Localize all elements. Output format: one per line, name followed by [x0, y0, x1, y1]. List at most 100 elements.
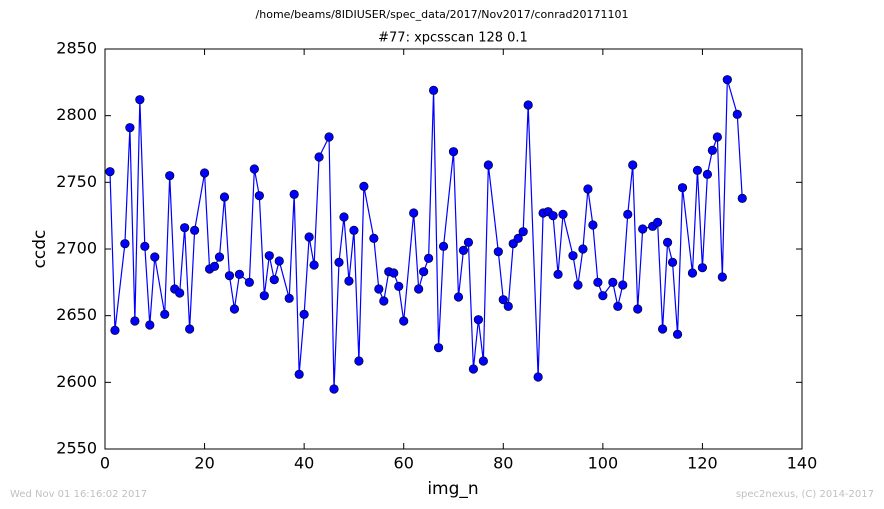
data-point	[309, 260, 319, 270]
data-point	[548, 211, 558, 221]
data-point	[493, 247, 503, 257]
data-point	[165, 171, 175, 181]
data-point	[199, 168, 210, 178]
y-tick-label: 2800	[56, 105, 97, 124]
data-point	[140, 241, 150, 251]
data-point	[498, 295, 508, 305]
data-point	[284, 293, 294, 303]
data-point	[573, 280, 583, 290]
data-point	[667, 257, 678, 267]
data-point	[130, 316, 140, 326]
data-point	[125, 123, 135, 133]
data-point	[653, 217, 663, 227]
data-point	[608, 277, 618, 287]
data-point	[264, 251, 274, 261]
data-point	[628, 160, 638, 170]
x-tick-label: 100	[588, 454, 619, 473]
data-point	[692, 165, 703, 175]
data-point	[135, 95, 145, 105]
data-point	[613, 301, 623, 311]
data-point	[717, 272, 727, 282]
data-point	[568, 251, 578, 261]
data-point	[145, 320, 155, 330]
data-point	[687, 268, 698, 278]
data-point	[150, 252, 160, 262]
data-point	[234, 269, 245, 279]
x-tick-label: 80	[493, 454, 513, 473]
data-point	[518, 227, 528, 237]
data-point	[304, 232, 314, 242]
data-point	[662, 237, 673, 247]
data-point	[463, 237, 474, 247]
data-point	[633, 304, 643, 314]
data-point	[409, 208, 419, 218]
data-point	[314, 152, 324, 162]
data-point	[214, 252, 225, 262]
data-point	[120, 239, 130, 249]
data-point	[254, 191, 264, 201]
x-tick-label: 120	[687, 454, 718, 473]
data-point	[190, 225, 200, 235]
data-point	[438, 241, 449, 251]
data-point	[672, 329, 683, 339]
data-line	[109, 79, 743, 390]
data-point	[244, 277, 254, 287]
data-point	[110, 325, 120, 335]
data-point	[702, 169, 713, 179]
y-tick-label: 2650	[56, 305, 97, 324]
data-point	[598, 291, 608, 301]
data-point	[160, 309, 170, 319]
footer-right: spec2nexus, (C) 2014-2017	[736, 489, 874, 500]
y-tick-label: 2700	[56, 239, 97, 258]
data-point	[185, 324, 195, 334]
data-point	[618, 280, 628, 290]
data-point	[249, 164, 259, 174]
data-point	[657, 324, 668, 334]
data-point	[478, 356, 488, 366]
data-point	[359, 181, 369, 191]
data-point	[419, 267, 429, 277]
data-point	[732, 109, 742, 119]
data-point	[712, 132, 722, 142]
data-point	[334, 257, 344, 267]
data-point	[289, 189, 299, 199]
data-point	[533, 372, 543, 382]
data-point	[737, 193, 747, 203]
data-point	[623, 209, 633, 219]
y-tick-label: 2850	[56, 39, 97, 58]
data-point	[180, 223, 190, 233]
data-point	[269, 275, 279, 285]
data-point	[219, 192, 230, 202]
data-point	[513, 233, 523, 243]
y-tick-label: 2550	[56, 439, 97, 458]
data-point	[399, 316, 409, 326]
data-point	[707, 145, 717, 155]
data-point	[503, 301, 513, 311]
data-point	[468, 364, 479, 374]
x-tick-label: 20	[194, 454, 214, 473]
data-point	[553, 269, 563, 279]
data-point	[299, 309, 309, 319]
data-point	[229, 304, 240, 314]
data-point	[349, 225, 359, 235]
data-point	[433, 343, 444, 353]
data-point	[523, 100, 533, 110]
data-point	[638, 224, 648, 234]
data-point	[428, 85, 439, 95]
data-point	[324, 132, 334, 142]
data-point	[209, 261, 220, 271]
data-point	[578, 244, 588, 254]
data-point	[175, 288, 185, 298]
data-point	[448, 147, 459, 157]
data-point	[697, 263, 708, 273]
data-point	[588, 220, 598, 230]
data-point	[379, 296, 389, 306]
data-point	[473, 315, 483, 325]
data-point	[259, 291, 269, 301]
data-point	[369, 233, 379, 243]
data-point	[339, 212, 349, 222]
data-point	[224, 271, 235, 281]
data-point	[558, 209, 568, 219]
